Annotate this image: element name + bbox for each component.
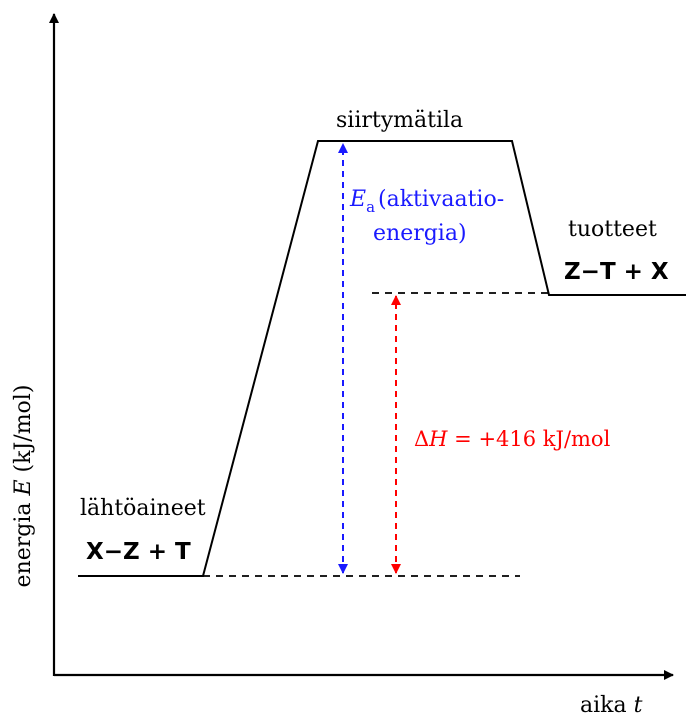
energy-profile-curve — [78, 140, 686, 577]
x-axis-label: aika t — [580, 693, 643, 718]
reactants-formula: X−Z + T — [86, 539, 191, 565]
transition-name: siirtymätila — [336, 108, 463, 133]
products-name: tuotteet — [568, 217, 657, 242]
enthalpy-label: ΔH = +416 kJ/mol — [414, 427, 611, 451]
y-axis-label: energia E (kJ/mol) — [11, 385, 36, 588]
reactants-name: lähtöaineet — [80, 496, 206, 521]
products-formula: Z−T + X — [564, 259, 669, 285]
activation-energy-label: Ea (aktivaatio- — [349, 187, 504, 216]
activation-energy-label-line2: energia) — [373, 221, 467, 246]
